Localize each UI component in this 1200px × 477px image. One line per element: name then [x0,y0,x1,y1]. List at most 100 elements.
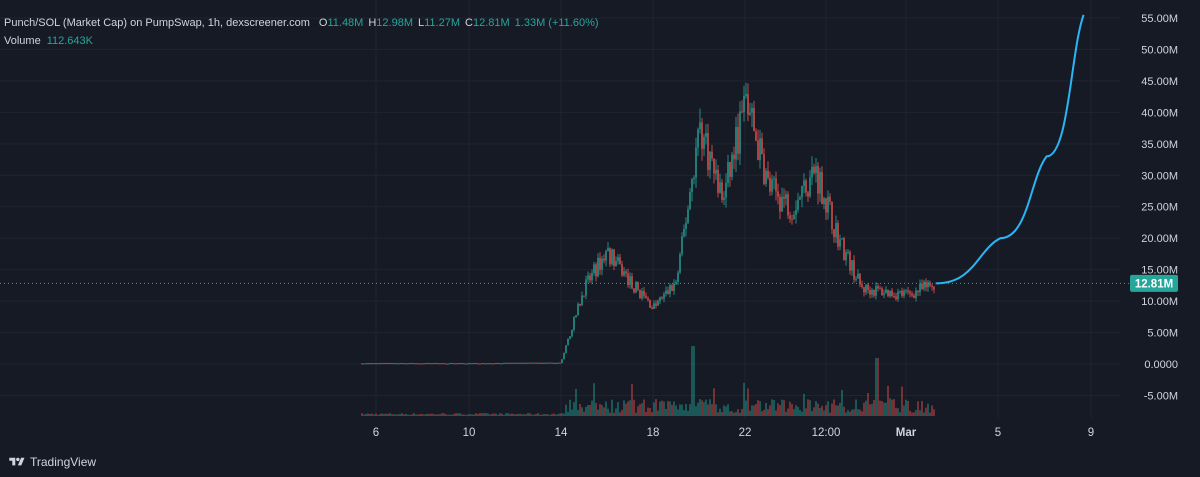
volume-bar [853,409,855,416]
candle-body [451,363,453,365]
candle-body [697,129,699,148]
volume-bar [559,413,561,416]
volume-bar [821,405,823,416]
candle-body [551,362,553,364]
volume-bar [877,358,879,416]
volume-bar [867,393,869,416]
candle-body [497,363,499,365]
candle-body [523,362,525,364]
candle-body [933,286,935,290]
candle-body [721,182,723,200]
volume-bar [865,400,867,416]
candle-body [375,363,377,365]
volume-bar [705,399,707,416]
volume-bar [471,414,473,416]
volume-bar [653,402,655,416]
candle-body [511,362,513,364]
candle-body [623,271,625,276]
candle-body [629,276,631,286]
volume-bar [635,412,637,416]
change-value: 1.33M (+11.60%) [514,16,599,29]
candle-body [561,359,563,364]
volume-bar [793,409,795,416]
volume-bar [769,405,771,416]
candle-body [525,362,527,364]
candle-body [639,289,641,299]
candle-body [833,229,835,238]
volume-bar [565,404,567,416]
candle-body [701,122,703,149]
x-tick-label: 22 [739,427,752,439]
volume-bar [383,413,385,416]
volume-bar [905,399,907,416]
volume-bar [637,406,639,416]
y-tick-label: 0.0000 [1144,359,1178,371]
candle-body [439,363,441,365]
candle-body [517,362,519,364]
candle-body [547,362,549,364]
candle-body [441,363,443,365]
candle-body [919,283,921,293]
candle-body [435,363,437,365]
candle-body [447,363,449,365]
candle-body [719,182,721,193]
candle-body [505,362,507,364]
volume-bar [515,414,517,416]
candle-body [845,252,847,261]
volume-bar [523,414,525,416]
candle-body [471,363,473,365]
volume-bar [621,409,623,416]
volume-bar [687,410,689,416]
candle-body [383,363,385,365]
volume-bar [751,405,753,416]
candle-body [395,363,397,365]
volume-bar [385,413,387,416]
volume-bar [373,414,375,416]
symbol-title[interactable]: Punch/SOL (Market Cap) on PumpSwap, 1h, … [4,16,310,29]
candle-body [559,362,561,364]
volume-bar [799,409,801,416]
volume-bar [507,413,509,416]
volume-bar [641,403,643,416]
candle-body [465,363,467,365]
volume-bar [875,358,877,416]
candle-body [617,257,619,261]
volume-bar [381,413,383,416]
candle-body [649,299,651,308]
volume-bar [513,414,515,416]
volume-bar [551,413,553,416]
volume-bar [617,402,619,416]
candle-body [645,295,647,299]
candle-body [767,170,769,178]
candle-body [453,363,455,365]
volume-bar [409,414,411,416]
candle-body [871,289,873,295]
candle-body [913,295,915,298]
volume-bar [441,413,443,416]
volume-bar [427,413,429,416]
volume-bar [583,411,585,416]
candle-body [597,257,599,277]
candle-body [909,291,911,294]
tradingview-brand[interactable]: TradingView [8,455,96,469]
candle-body [421,363,423,365]
volume-bar [465,414,467,416]
volume-bar [431,413,433,416]
volume-bar [767,409,769,416]
candle-body [859,273,861,285]
volume-bar [883,402,885,416]
candle-body [841,238,843,240]
volume-bar [607,408,609,416]
y-tick-label: 40.00M [1141,107,1178,119]
candle-body [399,363,401,365]
candle-body [537,362,539,364]
volume-bar [775,410,777,416]
volume-bar [805,408,807,416]
volume-bar [645,412,647,416]
volume-bar [783,400,785,416]
volume-bar [661,400,663,416]
volume-bar [555,414,557,416]
candle-body [857,273,859,279]
volume-bar [861,411,863,416]
